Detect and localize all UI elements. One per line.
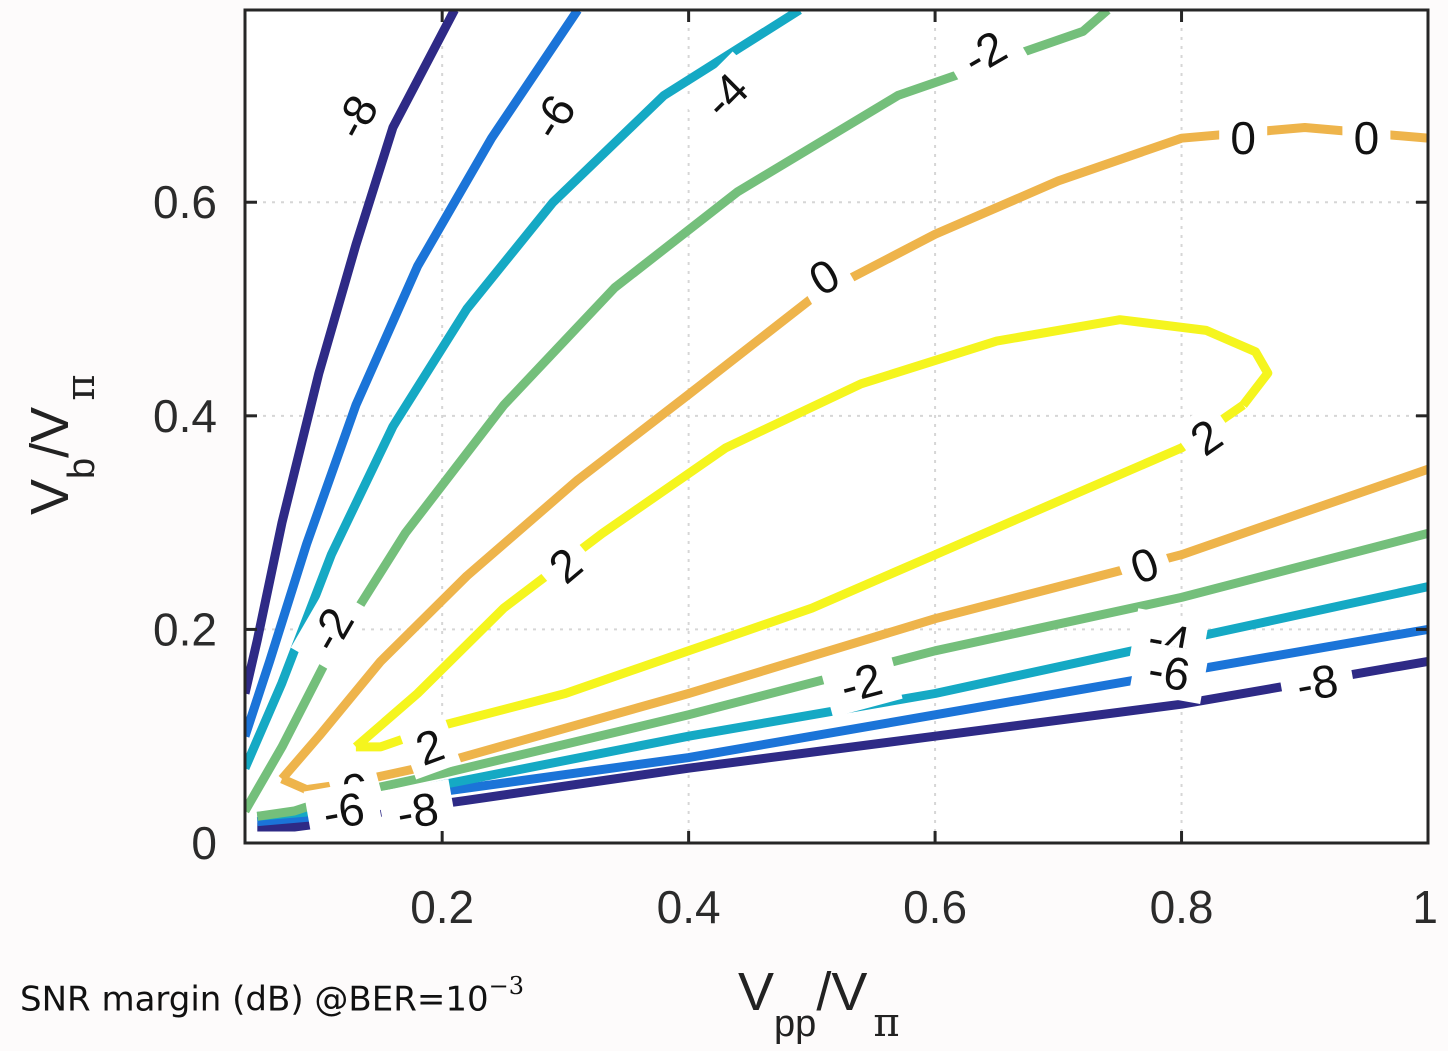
x-axis-ticks: 0.2 0.4 0.6 0.8 1 (410, 10, 1438, 933)
contour-label-bg (1113, 532, 1177, 598)
x-tick-label: 0.8 (1150, 881, 1214, 933)
contour-label-bg (1277, 650, 1358, 715)
x-tick-label: 0.4 (657, 881, 721, 933)
contour-line--2-1 (256, 528, 1428, 821)
contour-label-bg (530, 529, 601, 601)
contour-label: -6 (303, 779, 384, 843)
contour-label-bg (290, 585, 372, 674)
contour-label-bg (681, 51, 770, 140)
contour-line--6-0 (245, 10, 582, 738)
x-tick-label: 0.2 (410, 881, 474, 933)
contour-label: -8 (377, 779, 458, 843)
plot-frame (243, 8, 1430, 845)
caption-text: SNR margin (dB) @BER=10 (20, 979, 489, 1020)
y-axis-label-main: V (20, 479, 80, 515)
y-axis-label-sep: /V (20, 407, 80, 458)
contour-line--4-0 (245, 10, 802, 770)
contour-label-text: -8 (393, 782, 442, 840)
contour-label-bg (511, 72, 595, 162)
contour-line--8-0 (245, 10, 459, 695)
contour-label-bg (1171, 402, 1241, 473)
y-axis-ticks: 0 0.2 0.4 0.6 (153, 176, 1428, 869)
contour-label-text: -6 (1145, 643, 1194, 701)
contour-label-bg (940, 12, 1029, 94)
contour-label-text: -8 (1292, 654, 1341, 712)
x-axis-label-sub: pp (774, 1003, 816, 1045)
contour-line-0-0 (278, 123, 1428, 782)
contour-label: -6 (1129, 640, 1210, 704)
y-tick-label: 0.6 (153, 176, 217, 228)
contour-label-bg (1342, 112, 1391, 165)
contour-label-text: 0 (1354, 112, 1380, 164)
x-axis-label: Vpp/Vπ (738, 962, 900, 1046)
contour-label-bg (377, 779, 458, 843)
contour-label-bg (790, 242, 858, 312)
contour-label-bg (303, 779, 384, 843)
y-tick-label: 0.2 (153, 603, 217, 655)
contour-label-bg (398, 714, 462, 780)
x-axis-label-main: V (738, 962, 774, 1022)
contour-label-bg (1129, 640, 1210, 704)
caption-exponent: −3 (488, 972, 524, 1000)
contour-label: 0 (1113, 532, 1177, 598)
y-tick-label: 0.4 (153, 390, 217, 442)
contour-line-2-0 (352, 315, 1273, 751)
contour-label-bg (819, 648, 903, 718)
contour-label: 0 (790, 242, 858, 312)
x-tick-label: 0.6 (903, 881, 967, 933)
contour-label: -8 (1277, 650, 1358, 715)
x-tick-label: 1 (1412, 881, 1438, 933)
contour-label: 2 (398, 714, 462, 780)
y-axis-label-sub: b (61, 458, 103, 479)
contour-label: 0 (1219, 112, 1268, 165)
y-axis-label: Vb/V π (20, 375, 104, 516)
contour-label-bg (316, 72, 396, 161)
contour-label: -2 (819, 648, 903, 718)
x-axis-label-pi: π (873, 1000, 899, 1046)
figure-caption: SNR margin (dB) @BER=10−3 (20, 972, 524, 1020)
contour-line--8-1 (257, 656, 1428, 832)
contour-label-bg (1219, 112, 1268, 165)
y-axis-label-pi: π (58, 375, 104, 401)
contour-label-text: -6 (319, 782, 368, 840)
contour-label: 0 (1342, 112, 1391, 165)
x-axis-label-sep: /V (816, 962, 867, 1022)
contour-label-text: 0 (1230, 112, 1256, 164)
y-tick-label: 0 (191, 817, 217, 869)
